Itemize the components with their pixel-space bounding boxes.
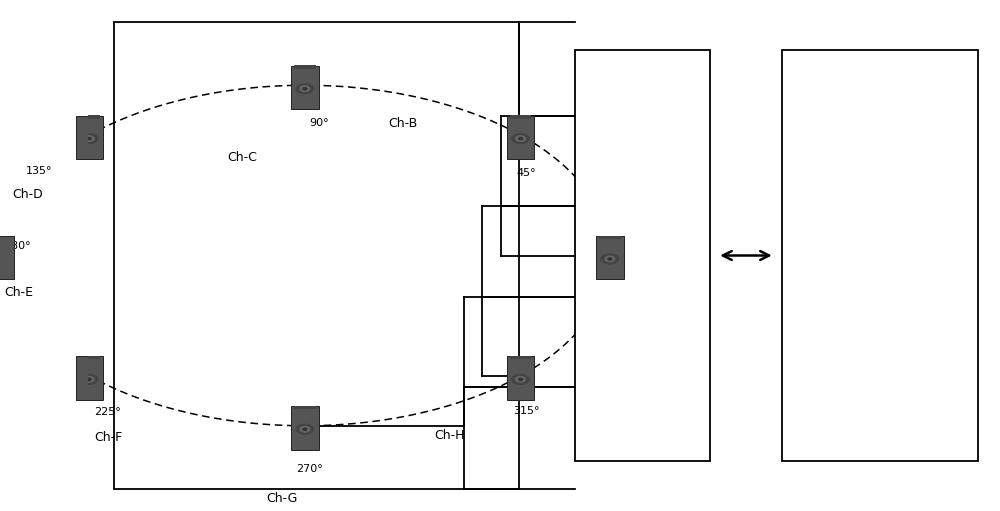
Circle shape	[608, 258, 612, 260]
Bar	[294, 65, 316, 69]
Circle shape	[296, 84, 314, 94]
Bar	[510, 115, 531, 119]
Circle shape	[87, 378, 91, 380]
Text: 270°: 270°	[296, 464, 323, 474]
Bar	[575, 50, 710, 461]
Text: Ch-E: Ch-E	[4, 286, 33, 299]
Bar	[599, 236, 621, 239]
Text: Ch-A: Ch-A	[587, 310, 616, 323]
Circle shape	[516, 377, 525, 382]
Bar	[0, 236, 14, 279]
Circle shape	[300, 427, 310, 432]
Circle shape	[80, 375, 98, 384]
Bar	[291, 66, 319, 109]
Circle shape	[80, 134, 98, 144]
Text: 315°: 315°	[513, 406, 540, 416]
Text: 45°: 45°	[516, 168, 536, 178]
Bar	[291, 406, 319, 450]
Bar	[507, 115, 534, 159]
Text: 0°: 0°	[587, 286, 600, 296]
Bar	[76, 357, 103, 400]
Text: 225°: 225°	[94, 407, 121, 417]
Circle shape	[0, 254, 9, 264]
Circle shape	[519, 137, 522, 140]
Text: Ch-G: Ch-G	[266, 492, 298, 505]
Circle shape	[84, 377, 94, 382]
Bar	[294, 406, 316, 409]
Bar	[0, 236, 11, 239]
Circle shape	[0, 256, 5, 262]
Bar	[782, 50, 978, 461]
Circle shape	[512, 375, 529, 384]
Bar	[510, 356, 531, 359]
Bar	[507, 357, 534, 400]
Bar	[78, 356, 100, 359]
Text: 135°: 135°	[25, 166, 52, 176]
Bar	[596, 236, 624, 279]
Circle shape	[605, 256, 615, 262]
Text: Ch-F: Ch-F	[94, 431, 122, 444]
Bar	[114, 22, 519, 489]
Bar	[78, 115, 100, 119]
Circle shape	[87, 137, 91, 140]
Text: Ch-H: Ch-H	[434, 429, 465, 442]
Circle shape	[303, 87, 307, 90]
Circle shape	[84, 136, 94, 142]
Circle shape	[512, 134, 529, 144]
Circle shape	[0, 258, 2, 260]
Text: 90°: 90°	[309, 118, 329, 128]
Text: 计算机: 计算机	[861, 245, 899, 266]
Circle shape	[601, 254, 619, 264]
Text: 前端: 前端	[630, 245, 655, 266]
Circle shape	[303, 428, 307, 430]
Text: 180°: 180°	[4, 241, 31, 251]
Text: Ch-B: Ch-B	[389, 118, 418, 130]
Circle shape	[519, 378, 522, 380]
Circle shape	[296, 424, 314, 434]
Bar	[76, 115, 103, 159]
Circle shape	[300, 86, 310, 91]
Text: Ch-D: Ch-D	[12, 189, 43, 201]
Text: Ch-C: Ch-C	[227, 151, 257, 165]
Circle shape	[516, 136, 525, 142]
